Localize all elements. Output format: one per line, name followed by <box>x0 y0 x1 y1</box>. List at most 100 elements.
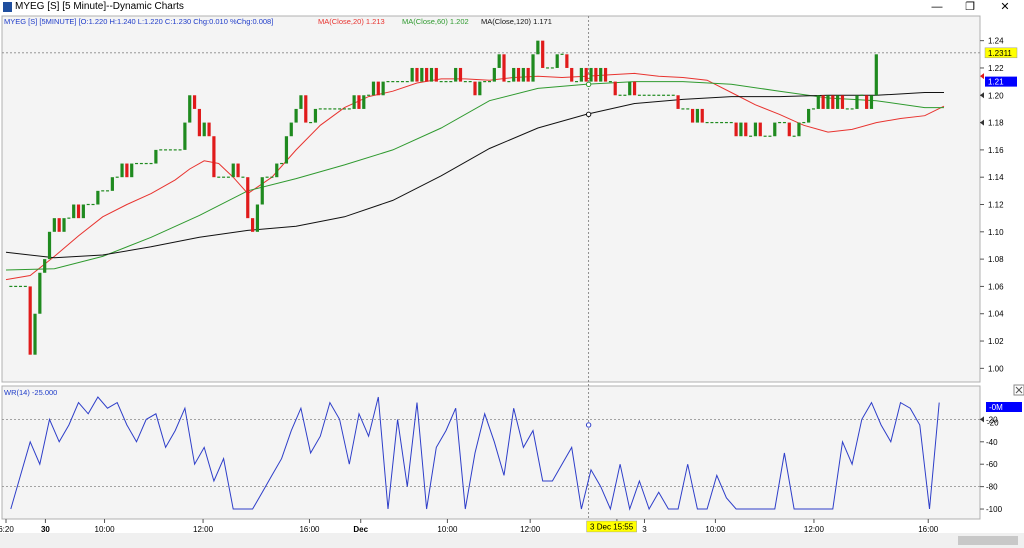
x-tick-label: 12:00 <box>804 525 825 533</box>
wr-y-tick-label: -20 <box>986 415 998 424</box>
candle <box>81 204 85 219</box>
wr-y-tick-label: -60 <box>986 460 998 469</box>
candle <box>589 67 593 82</box>
candle <box>352 95 356 109</box>
x-tick-label: 16:00 <box>918 525 939 533</box>
wr-zero-tag-box <box>986 402 1022 412</box>
candle <box>458 67 463 82</box>
minimize-button[interactable]: — <box>931 1 943 13</box>
candle <box>603 67 608 82</box>
price-arrow-marker <box>980 73 984 80</box>
ma20-line <box>5 72 945 281</box>
price-y-tick-label: 1.16 <box>988 146 1004 155</box>
price-tag-last-box <box>985 76 1017 87</box>
price-y-tick-label: 1.18 <box>988 119 1004 128</box>
candle <box>43 259 47 273</box>
wr-panel[interactable] <box>1 385 981 520</box>
candle <box>260 177 264 205</box>
candle <box>231 163 235 178</box>
price-y-tick-label: 1.10 <box>988 228 1004 237</box>
candle <box>304 95 308 123</box>
x-tick-label: 12:00 <box>520 525 541 533</box>
candle <box>632 81 637 96</box>
candle <box>420 67 424 82</box>
price-y-tick-label: 1.06 <box>988 282 1004 291</box>
price-y-tick-label: 1.14 <box>988 173 1004 182</box>
candles-layer <box>9 40 878 355</box>
candle <box>275 163 279 178</box>
candle <box>197 108 202 137</box>
candle <box>72 204 76 219</box>
candle <box>294 108 298 123</box>
price-tag-last: 1.21 <box>985 76 1017 87</box>
horizontal-scrollbar[interactable] <box>0 533 1024 548</box>
candle <box>357 95 361 109</box>
candle <box>700 108 704 123</box>
candle <box>62 218 66 232</box>
axis-layer: 1.24 1.22 1.20 1.18 1.16 1.14 1.12 1.10 1.08 1.06… <box>0 37 1004 533</box>
candle <box>454 67 458 82</box>
price-y-tick-label: 1.12 <box>988 201 1004 210</box>
crosshair-time-text: 3 Dec 15:55 <box>590 523 634 532</box>
candle <box>773 122 777 137</box>
candle <box>154 149 158 164</box>
chart-area[interactable]: 1.24 1.22 1.20 1.18 1.16 1.14 1.12 1.10 1.08 1.06… <box>0 15 1024 533</box>
candle <box>192 95 197 109</box>
x-tick-label: 16:00 <box>299 525 320 533</box>
price-tag-crosshair: 1.2311 <box>984 47 1018 59</box>
candle <box>415 67 419 82</box>
candle <box>120 163 124 178</box>
candle <box>565 54 569 68</box>
candle <box>541 40 545 68</box>
scrollbar-thumb[interactable] <box>958 536 1018 545</box>
candle <box>246 177 250 219</box>
candle <box>478 81 482 96</box>
candle <box>836 95 840 109</box>
candle <box>831 95 835 109</box>
price-panel-close-icon[interactable] <box>1013 384 1024 396</box>
candle <box>202 122 206 137</box>
candle <box>865 95 869 109</box>
candle <box>33 313 37 355</box>
restore-button[interactable]: ❐ <box>965 1 975 13</box>
candle <box>284 136 289 164</box>
x-tick-label: 10:00 <box>437 525 458 533</box>
candle <box>371 81 376 96</box>
candle <box>526 67 530 82</box>
candle <box>188 95 192 123</box>
x-tick-label: 10:00 <box>95 525 116 533</box>
candle <box>584 67 588 82</box>
candle <box>434 67 438 82</box>
candle <box>376 81 380 96</box>
candle <box>579 67 583 82</box>
candle <box>250 218 255 232</box>
candle <box>96 190 100 205</box>
candle <box>362 95 366 109</box>
wr-arrow-marker <box>980 416 984 423</box>
ma-legend-label: MA(Close,20) 1.213 <box>318 17 385 26</box>
candle <box>869 95 874 109</box>
window-title: MYEG [S] [5 Minute]--Dynamic Charts <box>15 1 184 12</box>
candle <box>497 54 501 68</box>
price-panel-title: MYEG [S] [5MINUTE] [O:1.220 H:1.240 L:1.… <box>4 17 273 26</box>
candle <box>183 122 187 150</box>
candle <box>570 67 574 82</box>
moving-average-layer <box>5 72 945 281</box>
crosshair-marker <box>585 81 592 88</box>
price-panel[interactable] <box>1 15 981 383</box>
candle <box>28 286 32 355</box>
candle <box>425 67 429 82</box>
candle <box>76 204 81 219</box>
close-button[interactable]: ✕ <box>1000 1 1010 13</box>
candle <box>52 218 56 232</box>
candle <box>816 95 820 109</box>
price-y-tick-label: 1.00 <box>988 364 1004 373</box>
price-arrow-marker <box>980 92 984 99</box>
candle <box>613 81 617 96</box>
candle <box>874 54 878 96</box>
wr-zero-tag-text: -0M <box>989 403 1003 412</box>
candle <box>695 108 700 123</box>
candle <box>255 204 260 232</box>
candle <box>628 81 632 96</box>
wr-line-layer <box>10 396 940 511</box>
